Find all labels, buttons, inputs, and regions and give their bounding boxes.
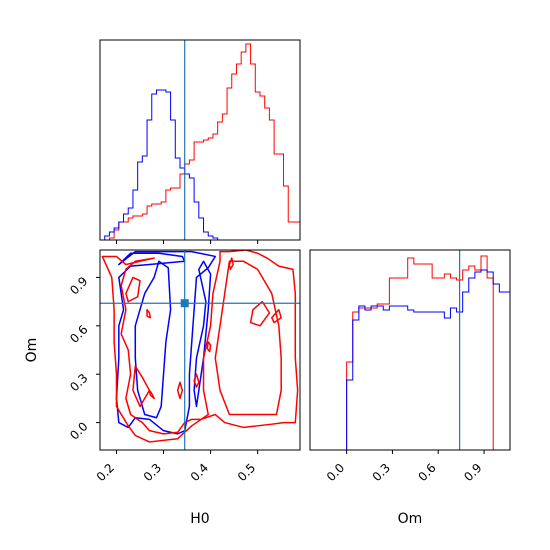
contour-red-11 (176, 381, 184, 400)
hist-H0-series-blue (100, 89, 300, 240)
hist-Om-xtick-label: 0.3 (370, 461, 393, 484)
contour-H0-Om-xtick-label: 0.3 (141, 461, 164, 484)
contour-blue-2 (193, 260, 212, 408)
hist-Om-frame (309, 249, 511, 451)
contour-H0-Om-xtick-label: 0.2 (94, 461, 117, 484)
hist-H0-plot-area (100, 40, 300, 240)
x-axis-label-Om: Om (398, 511, 423, 527)
hist-H0-frame (99, 39, 301, 241)
hist-Om-series-red (340, 255, 500, 450)
y-axis-label-Om: Om (24, 338, 40, 363)
hist-Om-xtick-label: 0.6 (415, 461, 438, 484)
x-axis-label-H0: H0 (190, 511, 209, 527)
contour-H0-Om-plot-area (100, 250, 300, 450)
contour-H0-Om-truth-marker (180, 299, 189, 308)
contour-red-7 (125, 276, 141, 303)
contour-H0-Om-ytick-label: 0.3 (67, 371, 90, 394)
hist-Om-xtick-label: 0.9 (461, 461, 484, 484)
contour-H0-Om-frame (99, 249, 301, 451)
contour-red-14 (228, 257, 234, 271)
contour-H0-Om-xtick-label: 0.5 (235, 461, 258, 484)
hist-Om-series-blue (340, 269, 510, 450)
contour-H0-Om-ytick-label: 0.0 (67, 419, 90, 442)
contour-blue-0 (115, 250, 217, 435)
contour-H0-Om-ytick-label: 0.6 (67, 323, 90, 346)
contour-red-5 (249, 300, 271, 327)
contour-H0-Om-xtick-label: 0.4 (188, 461, 211, 484)
contour-red-8 (271, 308, 282, 324)
contour-red-6 (132, 365, 151, 408)
contour-red-9 (146, 308, 152, 319)
contour-red-12 (193, 373, 200, 388)
contour-red-4 (214, 260, 282, 416)
contour-red-13 (206, 341, 212, 353)
contour-red-3 (101, 250, 299, 443)
hist-Om-plot-area (340, 250, 510, 450)
contour-red-10 (148, 389, 155, 400)
hist-Om-xtick-label: 0.0 (324, 461, 347, 484)
hist-H0-series-red (100, 43, 300, 240)
contour-blue-1 (134, 260, 172, 419)
contour-H0-Om-ytick-label: 0.9 (67, 274, 90, 297)
